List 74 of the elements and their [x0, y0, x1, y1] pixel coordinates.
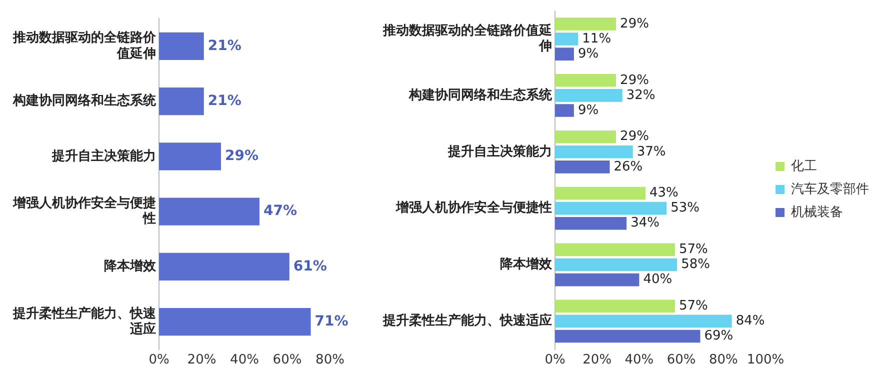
- data-label: 47%: [263, 203, 297, 220]
- data-label: 84%: [736, 314, 765, 329]
- x-tick-label: 40%: [624, 352, 654, 368]
- data-label: 29%: [620, 16, 649, 32]
- y-tick-label: 构建协同网络和生态系统: [408, 86, 553, 103]
- bar: [555, 89, 622, 102]
- legend-label: 机械装备: [791, 204, 843, 220]
- data-label: 37%: [636, 144, 666, 160]
- bar: [555, 104, 574, 117]
- y-tick-label: 增强人机协作安全与便捷性: [12, 195, 156, 227]
- data-label: 34%: [630, 216, 660, 231]
- x-tick-label: 60%: [272, 352, 302, 368]
- data-label: 61%: [293, 258, 327, 274]
- y-tick-label: 降本增效: [104, 259, 157, 274]
- data-label: 43%: [650, 186, 678, 201]
- data-label: 69%: [704, 328, 734, 344]
- x-tick-label: 100%: [746, 352, 784, 368]
- bar: [159, 142, 221, 170]
- y-tick-label: 推动数据驱动的全链路价值延伸: [12, 30, 157, 62]
- y-tick-label: 降本增效: [500, 257, 553, 272]
- x-tick-label: 20%: [582, 352, 612, 368]
- bar: [555, 300, 675, 313]
- data-label: 29%: [620, 72, 649, 88]
- x-tick-label: 0%: [148, 352, 170, 368]
- data-label: 29%: [224, 148, 259, 164]
- x-tick-label: 80%: [708, 352, 738, 368]
- y-tick-label: 增强人机协作安全与便捷性: [395, 200, 552, 216]
- data-label: 32%: [626, 88, 656, 103]
- bar: [555, 202, 667, 215]
- data-label: 57%: [678, 298, 708, 314]
- bar: [555, 314, 732, 328]
- x-tick-label: 60%: [666, 352, 696, 368]
- x-tick-label: 40%: [230, 352, 259, 368]
- data-label: 9%: [578, 102, 599, 118]
- legend-label: 汽车及零部件: [791, 182, 869, 197]
- data-label: 11%: [582, 31, 612, 46]
- bar: [555, 48, 574, 60]
- bar: [555, 216, 627, 230]
- x-tick-label: 0%: [544, 352, 566, 368]
- bar: [555, 160, 610, 174]
- bar: [555, 273, 640, 286]
- bar: [555, 243, 675, 256]
- bar: [159, 252, 290, 280]
- bar: [159, 32, 204, 60]
- y-tick-label: 提升自主决策能力: [447, 143, 552, 160]
- legend-label: 化工: [791, 158, 817, 174]
- bar: [555, 186, 646, 200]
- data-label: 71%: [314, 313, 348, 330]
- bar: [555, 18, 616, 30]
- bar: [555, 74, 616, 87]
- data-label: 53%: [670, 200, 700, 216]
- data-label: 21%: [208, 38, 242, 54]
- bar: [159, 308, 311, 336]
- y-tick-label: 推动数据驱动的全链路价值延伸: [382, 24, 552, 54]
- data-label: 58%: [681, 257, 710, 272]
- data-label: 9%: [578, 46, 599, 62]
- bar: [555, 32, 578, 46]
- data-label: 40%: [643, 272, 672, 288]
- x-tick-label: 80%: [316, 352, 344, 368]
- data-label: 21%: [208, 92, 242, 109]
- bar: [555, 145, 633, 158]
- bar: [159, 198, 260, 226]
- x-tick-label: 20%: [187, 352, 216, 368]
- y-tick-label: 提升柔性生产能力、快速适应: [12, 305, 157, 338]
- y-tick-label: 构建协同网络和生态系统: [12, 92, 157, 109]
- bar: [555, 258, 678, 272]
- y-tick-label: 提升自主决策能力: [51, 148, 156, 164]
- data-label: 29%: [620, 129, 649, 144]
- data-label: 57%: [678, 242, 708, 258]
- bar: [555, 130, 616, 144]
- bar: [555, 330, 700, 343]
- y-tick-label: 提升柔性生产能力、快速适应: [382, 312, 552, 329]
- bar: [159, 88, 204, 116]
- data-label: 26%: [614, 159, 643, 174]
